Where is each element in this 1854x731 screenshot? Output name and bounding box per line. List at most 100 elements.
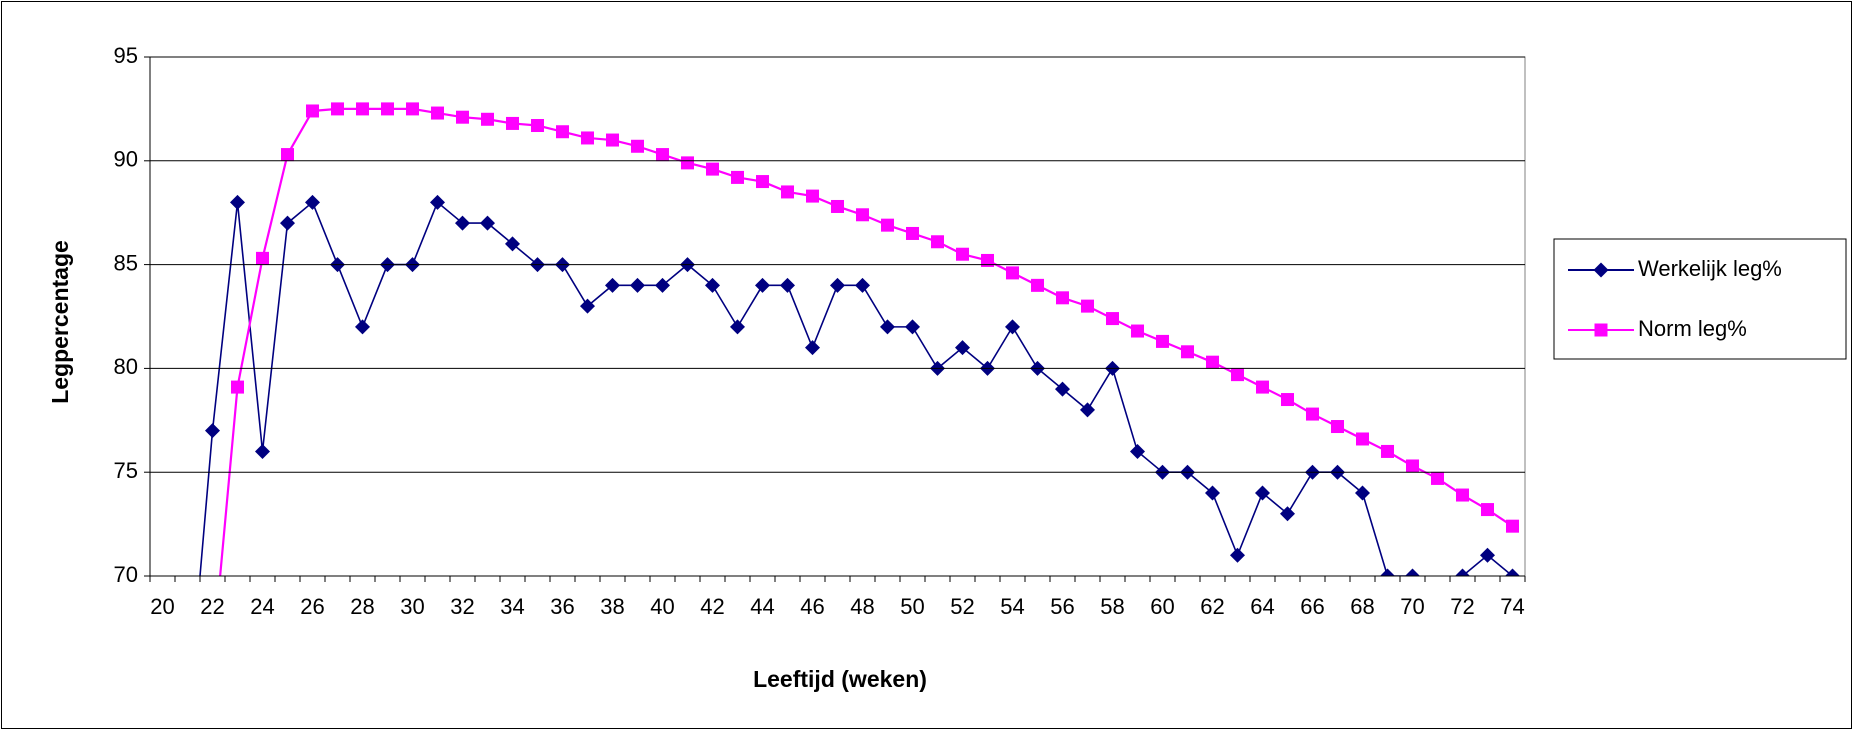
x-tick-label: 34 [500, 594, 524, 619]
data-point [1156, 334, 1169, 348]
x-tick-label: 56 [1050, 594, 1074, 619]
plot-area [149, 56, 1526, 577]
x-tick-label: 64 [1250, 594, 1274, 619]
data-point [1331, 420, 1344, 434]
data-point [931, 235, 944, 249]
data-point [331, 102, 344, 116]
data-point [1405, 568, 1420, 576]
data-point [480, 215, 495, 231]
data-point [281, 148, 294, 162]
x-tick-label: 38 [600, 594, 624, 619]
data-point [1356, 432, 1369, 446]
data-point [805, 340, 820, 356]
y-tick-label: 75 [114, 458, 138, 483]
data-point [280, 215, 295, 231]
data-point [1255, 485, 1270, 501]
x-tick-label: 68 [1350, 594, 1374, 619]
data-point [605, 277, 620, 293]
data-point [806, 189, 819, 203]
data-point [1031, 278, 1044, 292]
data-point [1505, 568, 1520, 576]
data-point [1131, 324, 1144, 338]
y-tick-label: 85 [114, 250, 138, 275]
x-tick-label: 22 [200, 594, 224, 619]
data-point [981, 253, 994, 267]
y-tick-label: 90 [114, 147, 138, 172]
data-point [1080, 402, 1095, 418]
legend-marker [1593, 262, 1609, 278]
data-point [781, 185, 794, 199]
x-tick-label: 36 [550, 594, 574, 619]
data-point [880, 319, 895, 335]
data-point [406, 102, 419, 116]
data-point [1280, 506, 1295, 522]
data-point [656, 148, 669, 162]
x-tick-label: 44 [750, 594, 774, 619]
data-point [705, 277, 720, 293]
data-point [230, 194, 245, 210]
data-point [481, 112, 494, 126]
data-point [1480, 547, 1495, 563]
data-point [355, 319, 370, 335]
data-point [956, 247, 969, 261]
data-point [756, 175, 769, 189]
x-tick-label: 26 [300, 594, 324, 619]
data-point [1130, 443, 1145, 459]
data-point [255, 443, 270, 459]
x-tick-label: 66 [1300, 594, 1324, 619]
data-point [955, 340, 970, 356]
plot-layer [199, 102, 1520, 576]
y-axis-title: Legpercentage [47, 240, 73, 404]
data-point [780, 277, 795, 293]
data-point [830, 277, 845, 293]
x-tick-label: 20 [150, 594, 174, 619]
data-point [455, 215, 470, 231]
data-point [1406, 459, 1419, 473]
x-tick-label: 28 [350, 594, 374, 619]
x-tick-label: 54 [1000, 594, 1024, 619]
data-point [906, 226, 919, 240]
x-tick-label: 42 [700, 594, 724, 619]
data-point [1056, 291, 1069, 305]
data-point [1256, 380, 1269, 394]
data-point [556, 125, 569, 139]
data-point [731, 170, 744, 184]
y-tick-label: 70 [114, 562, 138, 587]
data-point [1506, 519, 1519, 533]
x-tick-label: 46 [800, 594, 824, 619]
data-point [1205, 485, 1220, 501]
data-point [1455, 568, 1470, 576]
x-tick-label: 58 [1100, 594, 1124, 619]
data-point [1231, 368, 1244, 382]
data-point [1281, 393, 1294, 407]
y-tick-label: 95 [114, 43, 138, 68]
data-point [1230, 547, 1245, 563]
legend-label: Norm leg% [1638, 316, 1747, 341]
data-point [1381, 444, 1394, 458]
data-point [1005, 319, 1020, 335]
data-point [306, 104, 319, 118]
data-point [1481, 503, 1494, 517]
data-point [456, 110, 469, 124]
data-point [231, 380, 244, 394]
data-point [205, 423, 220, 439]
data-point [531, 119, 544, 133]
data-point [1431, 471, 1444, 485]
data-point [305, 194, 320, 210]
data-point [581, 131, 594, 145]
data-point [1355, 485, 1370, 501]
x-tick-label: 32 [450, 594, 474, 619]
data-point [1081, 299, 1094, 313]
data-point [855, 277, 870, 293]
x-axis-title: Leeftijd (weken) [753, 666, 927, 692]
data-point [431, 106, 444, 120]
data-point [1206, 355, 1219, 369]
data-point [1055, 381, 1070, 397]
x-tick-label: 48 [850, 594, 874, 619]
data-point [356, 102, 369, 116]
data-point [856, 208, 869, 222]
legend-marker [1594, 323, 1608, 337]
x-tick-label: 60 [1150, 594, 1174, 619]
data-point [1306, 407, 1319, 421]
